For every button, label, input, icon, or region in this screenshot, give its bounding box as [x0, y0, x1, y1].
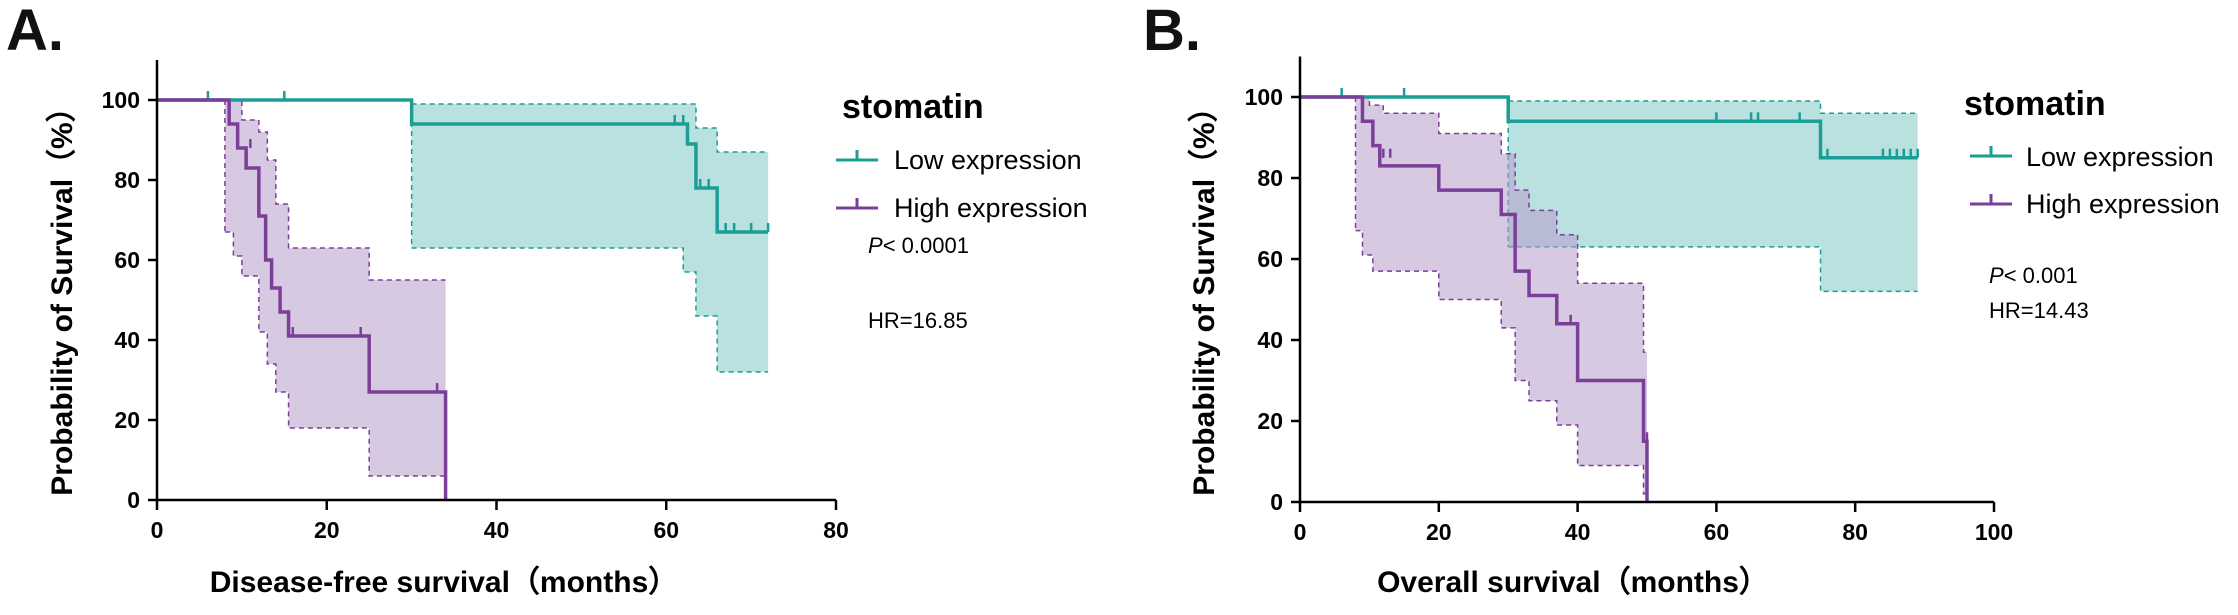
- ci-lower-high-a: [224, 231, 446, 477]
- survival-curve-high-b: [1300, 95, 1649, 502]
- y-axis-title-b: Probability of Survival（%）: [1187, 92, 1221, 495]
- legend-swatch-high-a: [836, 198, 878, 210]
- curve-layer-a: [157, 91, 770, 500]
- legend-label-low-a: Low expression: [894, 145, 1082, 175]
- x-tick-label-a: 0: [151, 517, 164, 543]
- x-tick-label-b: 20: [1426, 519, 1452, 545]
- y-tick-label-b: 0: [1270, 489, 1283, 515]
- legend-title-b: stomatin: [1964, 85, 2106, 123]
- x-tick-label-b: 100: [1975, 519, 2013, 545]
- panel-label-a: A.: [6, 0, 64, 63]
- x-tick-label-a: 80: [823, 517, 849, 543]
- x-tick-label-a: 20: [314, 517, 340, 543]
- y-tick-label-a: 60: [114, 247, 140, 273]
- legend-label-low-b: Low expression: [2026, 142, 2214, 172]
- panel-b: B. 0 20 40 60 80 100 0 20 40 60 80 100 Overall surv…: [1143, 0, 2220, 599]
- ci-band-low-a: [411, 104, 769, 372]
- y-tick-label-b: 60: [1257, 246, 1283, 272]
- survival-curve-low-a: [157, 98, 769, 234]
- y-tick-label-b: 100: [1245, 84, 1283, 110]
- y-tick-label-a: 80: [114, 167, 140, 193]
- axes-b: 0 20 40 60 80 100 0 20 40 60 80 100: [1245, 56, 2013, 545]
- survival-curve-high-a: [157, 98, 448, 500]
- legend-label-high-b: High expression: [2026, 189, 2220, 219]
- legend-swatch-low-b: [1970, 146, 2012, 158]
- legend-a: stomatin Low expression High expression: [836, 88, 1088, 223]
- p-value-a: P< 0.0001: [868, 233, 969, 258]
- ci-band-low-b: [1508, 101, 1918, 292]
- p-value-b: P< 0.001: [1989, 263, 2078, 288]
- ci-band-high-a: [224, 100, 446, 476]
- curve-layer-b: [1300, 88, 1919, 502]
- y-tick-label-a: 100: [102, 87, 140, 113]
- x-tick-label-b: 60: [1704, 519, 1730, 545]
- survival-curve-low-b: [1300, 95, 1918, 160]
- ci-lower-low-b: [1508, 246, 1918, 293]
- x-tick-label-a: 40: [484, 517, 510, 543]
- x-tick-label-b: 0: [1294, 519, 1307, 545]
- legend-swatch-high-b: [1970, 194, 2012, 206]
- ci-upper-high-a: [224, 99, 446, 281]
- ci-upper-high-b: [1355, 96, 1647, 353]
- panel-a: A. 0 20 40 60 80 100 0 20 40 60 80 Disease-free su…: [6, 0, 1088, 599]
- x-tick-label-b: 80: [1842, 519, 1868, 545]
- ci-upper-low-a: [411, 103, 769, 153]
- panel-label-b: B.: [1143, 0, 1201, 63]
- ci-layer-b: [1354, 96, 1918, 502]
- hazard-ratio-b: HR=14.43: [1989, 298, 2089, 323]
- legend-b: stomatin Low expression High expression: [1964, 85, 2220, 219]
- legend-label-high-a: High expression: [894, 193, 1088, 223]
- y-axis-title-a: Probability of Survival（%）: [45, 92, 79, 495]
- x-tick-label-a: 60: [653, 517, 679, 543]
- x-tick-label-b: 40: [1565, 519, 1591, 545]
- legend-swatch-low-a: [836, 150, 878, 162]
- axes-a: 0 20 40 60 80 100 0 20 40 60 80: [102, 60, 849, 543]
- y-tick-label-b: 40: [1257, 327, 1283, 353]
- ci-band-high-b: [1355, 97, 1647, 502]
- x-axis-title-b: Overall survival（months）: [1377, 565, 1769, 599]
- hazard-ratio-a: HR=16.85: [868, 308, 968, 333]
- ci-lower-high-b: [1355, 229, 1648, 502]
- y-tick-label-a: 40: [114, 327, 140, 353]
- y-tick-label-a: 20: [114, 407, 140, 433]
- legend-title-a: stomatin: [842, 88, 984, 126]
- x-axis-title-a: Disease-free survival（months）: [210, 565, 679, 599]
- y-tick-label-a: 0: [127, 487, 140, 513]
- ci-upper-low-b: [1508, 100, 1918, 114]
- y-tick-label-b: 80: [1257, 165, 1283, 191]
- y-tick-label-b: 20: [1257, 408, 1283, 434]
- ci-layer-a: [224, 99, 769, 477]
